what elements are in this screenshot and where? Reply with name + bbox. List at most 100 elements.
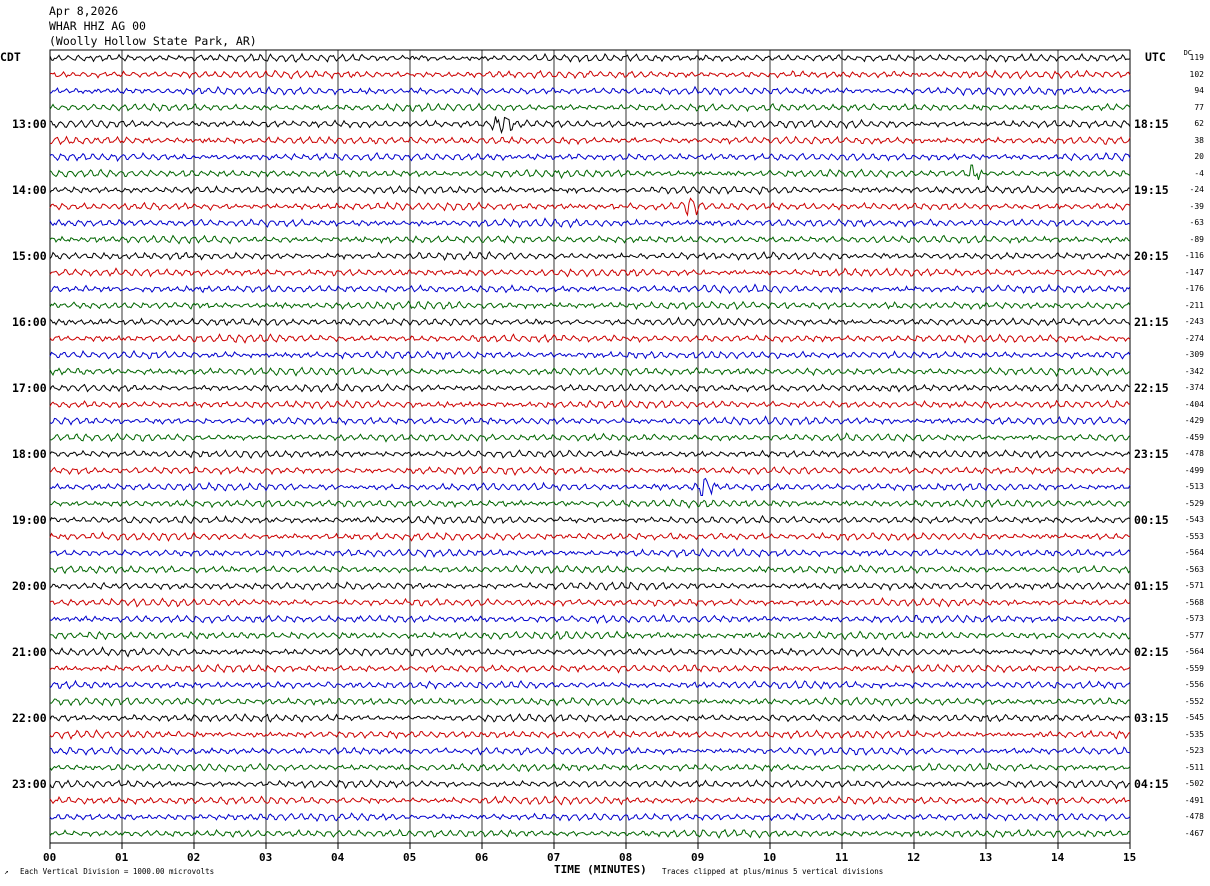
date-label: Apr 8,2026 [49,4,119,18]
trace-line [49,778,1131,790]
dc-offset-value: -502 [1184,779,1204,788]
utc-hour-label: 18:15 [1134,117,1169,131]
trace-line [49,646,1131,658]
x-tick-label: 08 [619,851,633,864]
dc-offset-value: -529 [1184,498,1204,508]
dc-offset-value: -478 [1184,812,1204,821]
x-tick-label: 07 [547,851,561,864]
trace-line [49,415,1131,427]
dc-offset-value: -24 [1189,185,1204,194]
dc-offset-value: 38 [1194,135,1204,145]
dc-offset-value: -147 [1184,267,1204,277]
dc-offset-value: -563 [1184,564,1204,574]
utc-hour-label: 04:15 [1134,777,1169,791]
trace-line [49,663,1131,674]
x-tick-label: 09 [691,851,705,864]
dc-offset-value: -274 [1184,333,1204,343]
cdt-hour-label: 19:00 [12,513,47,527]
dc-offset-value: -545 [1184,713,1204,722]
left-timezone-label: CDT [0,50,21,64]
utc-hour-label: 00:15 [1134,513,1169,527]
cdt-hour-label: 14:00 [12,183,47,197]
utc-hour-label: 02:15 [1134,645,1169,659]
x-tick-label: 14 [1051,851,1065,864]
trace-line [49,135,1131,146]
dc-offset-value: -467 [1184,828,1204,838]
dc-offset-value: -4 [1194,168,1204,178]
cdt-hour-label: 18:00 [12,447,47,461]
scale-icon: ↗ [4,867,9,876]
dc-offset-value: -568 [1184,597,1204,607]
right-timezone-label: UTC [1145,50,1166,64]
dc-offset-value: -63 [1189,218,1204,227]
dc-offset-value: -211 [1184,300,1204,310]
trace-line [49,581,1131,592]
dc-offset-value: -39 [1189,201,1204,211]
utc-hour-label: 23:15 [1134,447,1169,461]
trace-line [49,184,1131,196]
dc-offset-value: -116 [1184,251,1204,260]
dc-offset-value: -573 [1184,614,1204,623]
dc-offset-value: -309 [1184,350,1204,359]
trace-line [49,116,1131,135]
dc-offset-value: -478 [1184,449,1204,458]
dc-offset-value: 62 [1194,119,1204,128]
trace-line [49,531,1131,542]
trace-line [49,564,1131,575]
dc-offset-value: -577 [1184,630,1204,640]
trace-line [49,795,1131,806]
trace-line [49,85,1131,97]
trace-line [49,267,1131,278]
cdt-hour-label: 20:00 [12,579,47,593]
utc-hour-label: 20:15 [1134,249,1169,263]
trace-line [49,382,1131,393]
trace-line [49,349,1131,361]
utc-hour-label: 03:15 [1134,711,1169,725]
cdt-hour-label: 23:00 [12,777,47,791]
dc-offset-value: -543 [1184,515,1204,524]
x-tick-label: 11 [835,851,849,864]
trace-line [49,465,1131,477]
cdt-hour-label: 22:00 [12,711,47,725]
x-tick-label: 15 [1123,851,1137,864]
utc-hour-label: 01:15 [1134,579,1169,593]
trace-line [49,432,1131,443]
dc-offset-value: 119 [1189,53,1204,62]
trace-line [49,613,1131,625]
trace-line [49,828,1131,839]
x-tick-label: 01 [115,851,129,864]
x-tick-label: 13 [979,851,993,864]
cdt-hour-label: 15:00 [12,249,47,263]
dc-offset-value: -491 [1184,795,1204,805]
cdt-hour-label: 13:00 [12,117,47,131]
trace-line [49,514,1131,525]
trace-line [49,399,1131,410]
trace-line [49,251,1131,261]
dc-offset-value: -429 [1184,416,1204,425]
x-axis-title: TIME (MINUTES) [554,863,647,876]
x-tick-label: 10 [763,851,777,864]
utc-hour-label: 22:15 [1134,381,1169,395]
dc-offset-value: -571 [1184,581,1204,590]
trace-line [49,164,1131,181]
trace-line [49,477,1131,496]
dc-offset-value: -499 [1184,465,1204,475]
dc-offset-value: 94 [1194,86,1204,95]
dc-offset-value: 20 [1194,152,1204,161]
x-tick-label: 00 [43,851,57,864]
dc-offset-value: -243 [1184,317,1204,326]
footer-clip-note: Traces clipped at plus/minus 5 vertical … [662,867,884,876]
dc-offset-value: -535 [1184,729,1204,739]
utc-hour-label: 21:15 [1134,315,1169,329]
x-tick-label: 02 [187,851,201,864]
dc-offset-value: -559 [1184,663,1204,673]
trace-line [49,729,1131,740]
trace-line [49,746,1131,757]
trace-line [49,333,1131,344]
x-tick-label: 03 [259,851,273,864]
dc-offset-value: -459 [1184,432,1204,442]
trace-line [49,366,1131,378]
trace-line [49,449,1131,460]
dc-offset-value: -89 [1189,234,1204,244]
x-tick-label: 04 [331,851,345,864]
